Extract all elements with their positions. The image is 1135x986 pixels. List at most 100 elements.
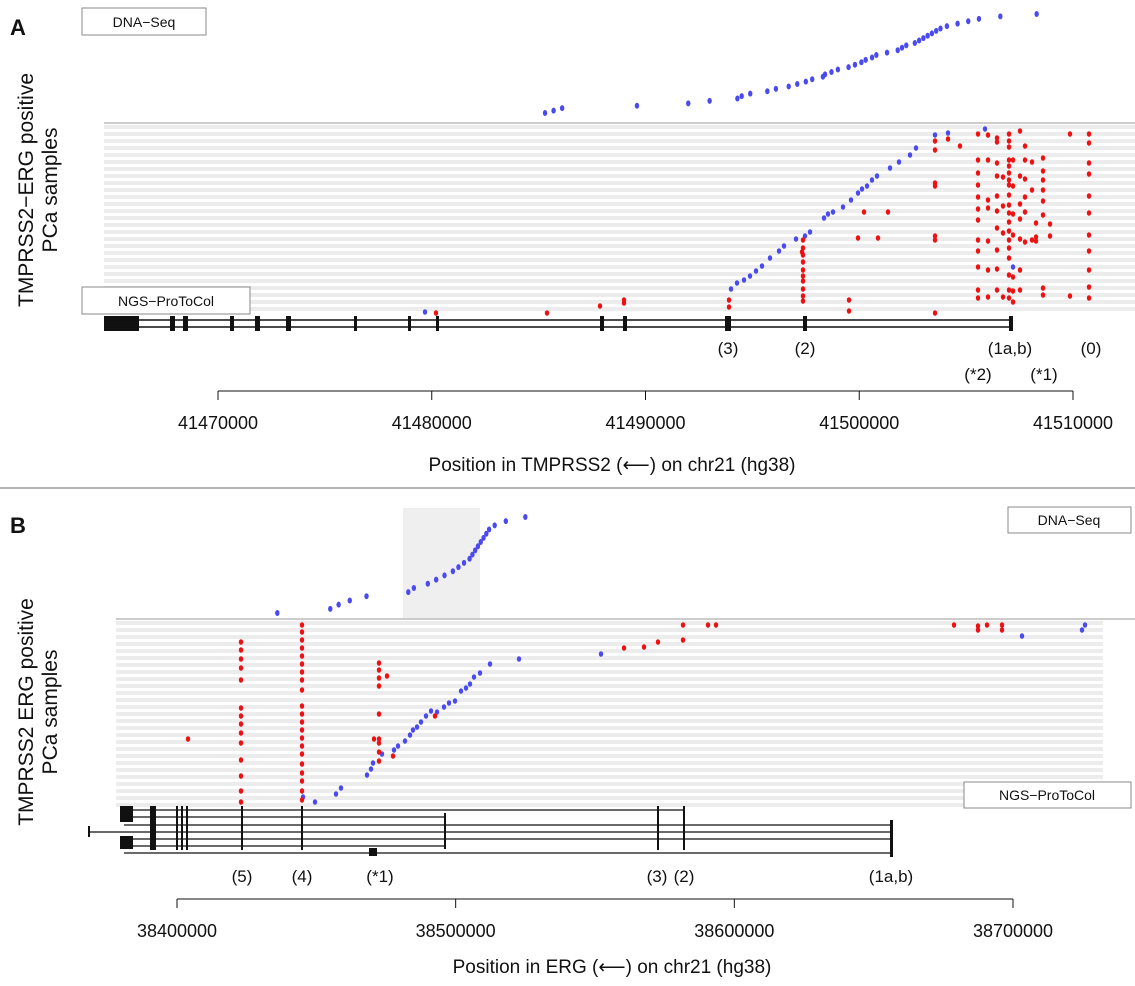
- sample-breakpoint-point: [428, 708, 434, 714]
- ngs-protocol-point: [1086, 171, 1092, 177]
- dna-seq-point: [492, 522, 497, 529]
- x-axis-tick-label: 38400000: [137, 921, 217, 941]
- dna-seq-point: [739, 93, 744, 100]
- ngs-protocol-point: [238, 705, 244, 711]
- ngs-protocol-point: [299, 735, 305, 741]
- ngs-protocol-point: [238, 740, 244, 746]
- erg-exon: [176, 806, 178, 850]
- dna-seq-point: [966, 18, 971, 25]
- sample-breakpoint-point: [407, 732, 413, 738]
- sample-breakpoint-point: [395, 743, 401, 749]
- tmprss2-exon: [725, 316, 731, 331]
- tmprss2-exon: [183, 316, 188, 331]
- panel-a-ylabel-line2: PCa samples: [39, 128, 62, 253]
- ngs-protocol-point: [299, 669, 305, 675]
- ngs-protocol-point: [238, 677, 244, 683]
- ngs-protocol-point: [800, 286, 806, 292]
- erg-exon: [890, 820, 893, 857]
- panel-b: B TMPRSS2 ERG positive PCa samples: [10, 506, 1135, 978]
- ngs-protocol-point: [975, 237, 981, 243]
- ngs-protocol-point: [299, 653, 305, 659]
- ngs-protocol-point: [1029, 159, 1035, 165]
- sample-row-stripe: [104, 188, 1135, 192]
- sample-breakpoint-point: [418, 719, 424, 725]
- ngs-protocol-point: [1067, 293, 1073, 299]
- ngs-protocol-point: [299, 770, 305, 776]
- ngs-protocol-point: [1033, 220, 1039, 226]
- ngs-protocol-point: [1010, 232, 1016, 238]
- dna-seq-point: [347, 597, 352, 604]
- ngs-protocol-point: [1033, 238, 1039, 244]
- panel-b-axis-ticks: 38400000 38500000 38600000 38700000: [137, 899, 1053, 941]
- sample-row-stripe: [116, 642, 1103, 646]
- sample-breakpoint-point: [741, 277, 747, 283]
- dna-seq-point: [634, 102, 640, 109]
- ngs-protocol-point: [185, 736, 191, 742]
- ngs-protocol-point: [299, 703, 305, 709]
- panel-a-x-axis-title-pre: Position in TMPRSS2 (: [429, 455, 624, 476]
- ngs-protocol-point: [985, 197, 991, 203]
- ngs-protocol-point: [975, 182, 981, 188]
- ngs-protocol-point: [299, 719, 305, 725]
- dna-seq-point: [859, 59, 864, 66]
- sample-row-stripe: [116, 761, 1103, 765]
- ngs-protocol-point: [726, 297, 732, 303]
- ngs-protocol-point: [376, 711, 382, 717]
- panel-b-sample-rows: [116, 621, 1103, 807]
- dna-seq-point: [895, 47, 900, 54]
- dna-seq-point: [925, 32, 930, 39]
- dna-seq-point: [559, 105, 565, 112]
- sample-row-stripe: [116, 789, 1103, 793]
- dna-seq-point: [467, 555, 472, 562]
- sample-breakpoint-point: [1079, 627, 1085, 633]
- sample-breakpoint-point: [423, 713, 429, 719]
- ngs-protocol-point: [994, 173, 1000, 179]
- dna-seq-point: [795, 81, 800, 88]
- panel-b-ylabel: TMPRSS2 ERG positive PCa samples: [15, 598, 62, 826]
- ngs-protocol-point: [299, 687, 305, 693]
- dna-seq-point: [803, 78, 809, 85]
- dna-seq-point: [433, 576, 439, 583]
- ngs-protocol-point: [713, 622, 719, 628]
- sample-row-stripe: [116, 719, 1103, 723]
- sample-row-stripe: [116, 698, 1103, 702]
- ngs-protocol-point: [985, 294, 991, 300]
- sample-breakpoint-point: [821, 215, 827, 221]
- sample-row-stripe: [104, 251, 1135, 255]
- x-axis-tick-label: 41490000: [605, 413, 685, 433]
- ngs-protocol-point: [238, 656, 244, 662]
- ngs-protocol-point: [1086, 210, 1092, 216]
- ngs-protocol-point: [299, 645, 305, 651]
- ngs-protocol-point: [299, 743, 305, 749]
- ngs-protocol-point: [975, 194, 981, 200]
- ngs-protocol-point: [799, 249, 805, 255]
- ngs-protocol-point: [885, 209, 891, 215]
- sample-breakpoint-point: [776, 248, 782, 254]
- ngs-protocol-point: [299, 797, 305, 803]
- ngs-protocol-point: [390, 753, 396, 759]
- sample-breakpoint-point: [391, 747, 397, 753]
- tmprss2-gene-model: [104, 316, 1013, 331]
- dna-seq-point: [786, 83, 791, 90]
- dna-seq-point: [425, 580, 430, 587]
- ngs-protocol-point: [238, 788, 244, 794]
- ngs-protocol-point: [975, 217, 981, 223]
- sample-row-stripe: [116, 796, 1103, 800]
- ngs-protocol-point: [994, 266, 1000, 272]
- sample-breakpoint-point: [467, 681, 473, 687]
- dna-seq-point: [929, 30, 935, 37]
- dna-seq-point: [773, 85, 779, 92]
- ngs-protocol-point: [1006, 255, 1012, 261]
- ngs-protocol-point: [1086, 248, 1092, 254]
- ngs-protocol-point: [1006, 295, 1012, 301]
- tmprss2-exon: [230, 316, 234, 331]
- sample-breakpoint-point: [759, 263, 765, 269]
- dna-seq-legend-box: DNA−Seq: [1007, 506, 1132, 534]
- sample-row-stripe: [116, 656, 1103, 660]
- dna-seq-point: [470, 551, 475, 558]
- dna-seq-point: [475, 543, 481, 550]
- panel-a-axis-ticks: 41470000 41480000 41490000 41500000 41510000: [178, 391, 1113, 433]
- erg-exon: [150, 806, 156, 850]
- ngs-protocol-point: [655, 639, 661, 645]
- ngs-protocol-point: [299, 637, 305, 643]
